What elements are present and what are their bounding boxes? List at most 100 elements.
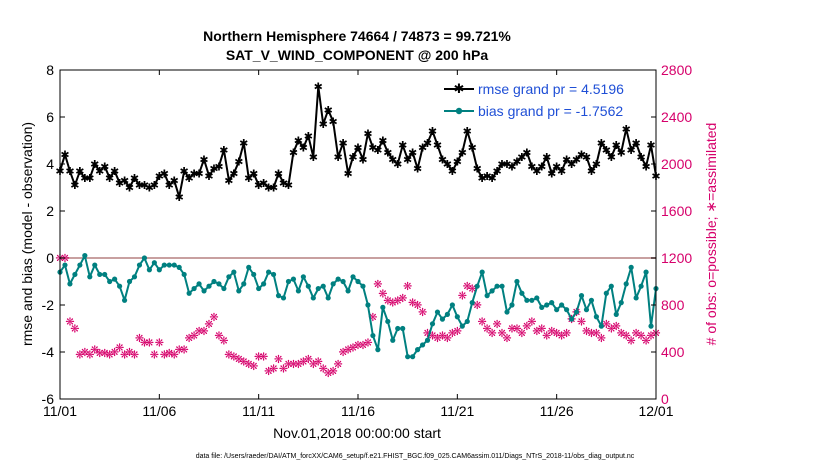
bias-point [504,309,510,315]
obs-point: ❋ [443,332,452,345]
bias-point [72,271,78,278]
bias-point [236,288,242,294]
obs-point: ❋ [617,327,626,340]
rmse-point: ✱ [145,182,154,195]
y-tick-label: 2 [46,203,54,219]
bias-point [226,274,232,280]
rmse-point: ✱ [324,104,333,117]
bias-point [97,271,103,278]
bias-point [231,269,237,275]
obs-point: ❋ [378,287,387,300]
bias-point [499,283,505,289]
obs-point: ❋ [522,320,531,333]
rmse-point: ✱ [612,139,621,152]
rmse-point: ✱ [463,125,472,138]
bias-point [648,323,654,329]
obs-point: ❋ [641,334,650,347]
rmse-point: ✱ [314,80,323,93]
y-right-tick-label: 1200 [661,250,692,266]
obs-point: ❋ [547,325,556,338]
rmse-point: ✱ [199,153,208,166]
obs-point: ❋ [502,332,511,345]
obs-point: ❋ [423,327,432,340]
obs-point: ❋ [115,341,124,354]
bias-point [439,316,446,322]
bias-point [419,342,426,348]
y-axis-ticks: -6 -4 -2 0 2 4 6 8 [42,62,65,407]
rmse-point: ✱ [527,160,536,173]
y-axis-right-label: # of obs: o=possible; ∗=assimilated [703,123,719,346]
bias-point [529,297,535,303]
bias-point [395,325,401,332]
rmse-point: ✱ [249,167,258,180]
rmse-point: ✱ [433,139,442,152]
bias-point [638,283,644,289]
bias-point [385,318,391,325]
obs-point: ❋ [602,318,611,331]
bias-point [136,262,143,268]
rmse-point: ✱ [353,142,362,155]
bias-point [469,300,475,306]
bias-point [191,285,197,292]
obs-point: ❋ [90,344,99,357]
bias-point [117,283,123,289]
obs-point: ❋ [145,337,154,350]
bias-point [102,271,108,278]
rmse-point: ✱ [229,167,238,180]
obs-point: ❋ [627,334,636,347]
rmse-point: ✱ [453,156,462,169]
x-tick-label: 11/26 [540,403,574,419]
bias-point [305,283,311,289]
legend-bias-marker [455,107,463,115]
obs-point: ❋ [612,320,621,333]
bias-point [459,323,465,329]
bias-point [598,323,604,329]
obs-point: ❋ [165,347,174,360]
obs-point: ❋ [438,330,447,343]
obs-point: ❋ [537,323,546,336]
obs-point: ❋ [473,299,482,312]
obs-point: ❋ [334,358,343,371]
rmse-point: ✱ [641,160,650,173]
x-tick-label: 11/11 [242,403,275,419]
y-right-tick-label: 2000 [661,156,692,172]
bias-point [266,269,272,275]
rmse-point: ✱ [373,144,382,157]
rmse-point: ✱ [622,123,631,136]
bias-point [325,295,331,301]
bias-point [494,283,500,289]
rmse-point: ✱ [497,158,506,171]
obs-point: ❋ [65,315,74,328]
obs-point: ❋ [368,311,377,324]
rmse-point: ✱ [572,153,581,166]
obs-point: ❋ [209,311,218,324]
bias-point [549,300,555,306]
rmse-point: ✱ [368,142,377,155]
bias-point [415,347,421,353]
rmse-point: ✱ [398,139,407,152]
obs-point: ❋ [373,278,382,291]
rmse-point: ✱ [487,172,496,185]
x-tick-label: 11/01 [43,403,77,419]
x-axis-label: Nov.01,2018 00:00:00 start [273,425,441,441]
obs-point: ❋ [234,353,243,366]
obs-point: ❋ [194,325,203,338]
obs-point: ❋ [393,294,402,307]
bias-point [623,281,629,287]
obs-point: ❋ [433,332,442,345]
rmse-point: ✱ [587,165,596,178]
rmse-point: ✱ [155,170,164,183]
rmse-point: ✱ [537,160,546,173]
rmse-point: ✱ [100,160,109,173]
rmse-point: ✱ [289,146,298,159]
obs-point: ❋ [289,358,298,371]
rmse-point: ✱ [383,146,392,159]
rmse-point: ✱ [567,158,576,171]
obs-point: ❋ [199,325,208,338]
obs-point: ❋ [120,348,129,361]
bias-point [628,264,634,270]
rmse-point: ✱ [388,153,397,166]
rmse-point: ✱ [478,172,487,185]
obs-point: ❋ [299,355,308,368]
bias-point [320,283,326,289]
